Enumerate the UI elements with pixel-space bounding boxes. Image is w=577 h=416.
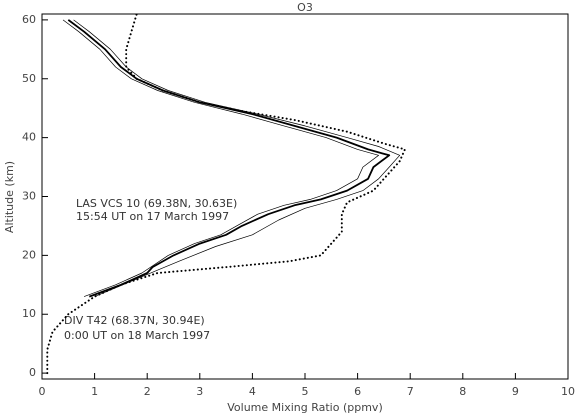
annotation: LAS VCS 10 (69.38N, 30.63E) bbox=[76, 197, 237, 210]
y-tick-label: 40 bbox=[22, 131, 36, 144]
chart-title: O3 bbox=[297, 1, 313, 14]
y-tick-label: 60 bbox=[22, 13, 36, 26]
x-tick-label: 9 bbox=[512, 385, 519, 398]
x-tick-label: 4 bbox=[249, 385, 256, 398]
x-tick-label: 3 bbox=[196, 385, 203, 398]
data-line bbox=[67, 19, 391, 298]
annotation: 0:00 UT on 18 March 1997 bbox=[64, 329, 210, 342]
data-line bbox=[62, 19, 379, 297]
x-axis-label: Volume Mixing Ratio (ppmv) bbox=[227, 401, 382, 414]
y-tick-label: 20 bbox=[22, 248, 36, 261]
y-tick-label: 30 bbox=[22, 190, 36, 203]
annotation: DIV T42 (68.37N, 30.94E) bbox=[64, 314, 205, 327]
y-tick-label: 0 bbox=[29, 366, 36, 379]
x-tick-label: 6 bbox=[354, 385, 361, 398]
x-tick-label: 5 bbox=[302, 385, 309, 398]
y-tick-label: 50 bbox=[22, 72, 36, 85]
x-tick-label: 0 bbox=[39, 385, 46, 398]
x-tick-label: 10 bbox=[561, 385, 575, 398]
y-axis-label: Altitude (km) bbox=[3, 161, 16, 233]
annotation: 15:54 UT on 17 March 1997 bbox=[76, 210, 229, 223]
x-tick-label: 1 bbox=[91, 385, 98, 398]
x-tick-label: 2 bbox=[144, 385, 151, 398]
x-tick-label: 7 bbox=[407, 385, 414, 398]
x-tick-label: 8 bbox=[459, 385, 466, 398]
y-tick-label: 10 bbox=[22, 307, 36, 320]
data-line bbox=[73, 19, 401, 297]
